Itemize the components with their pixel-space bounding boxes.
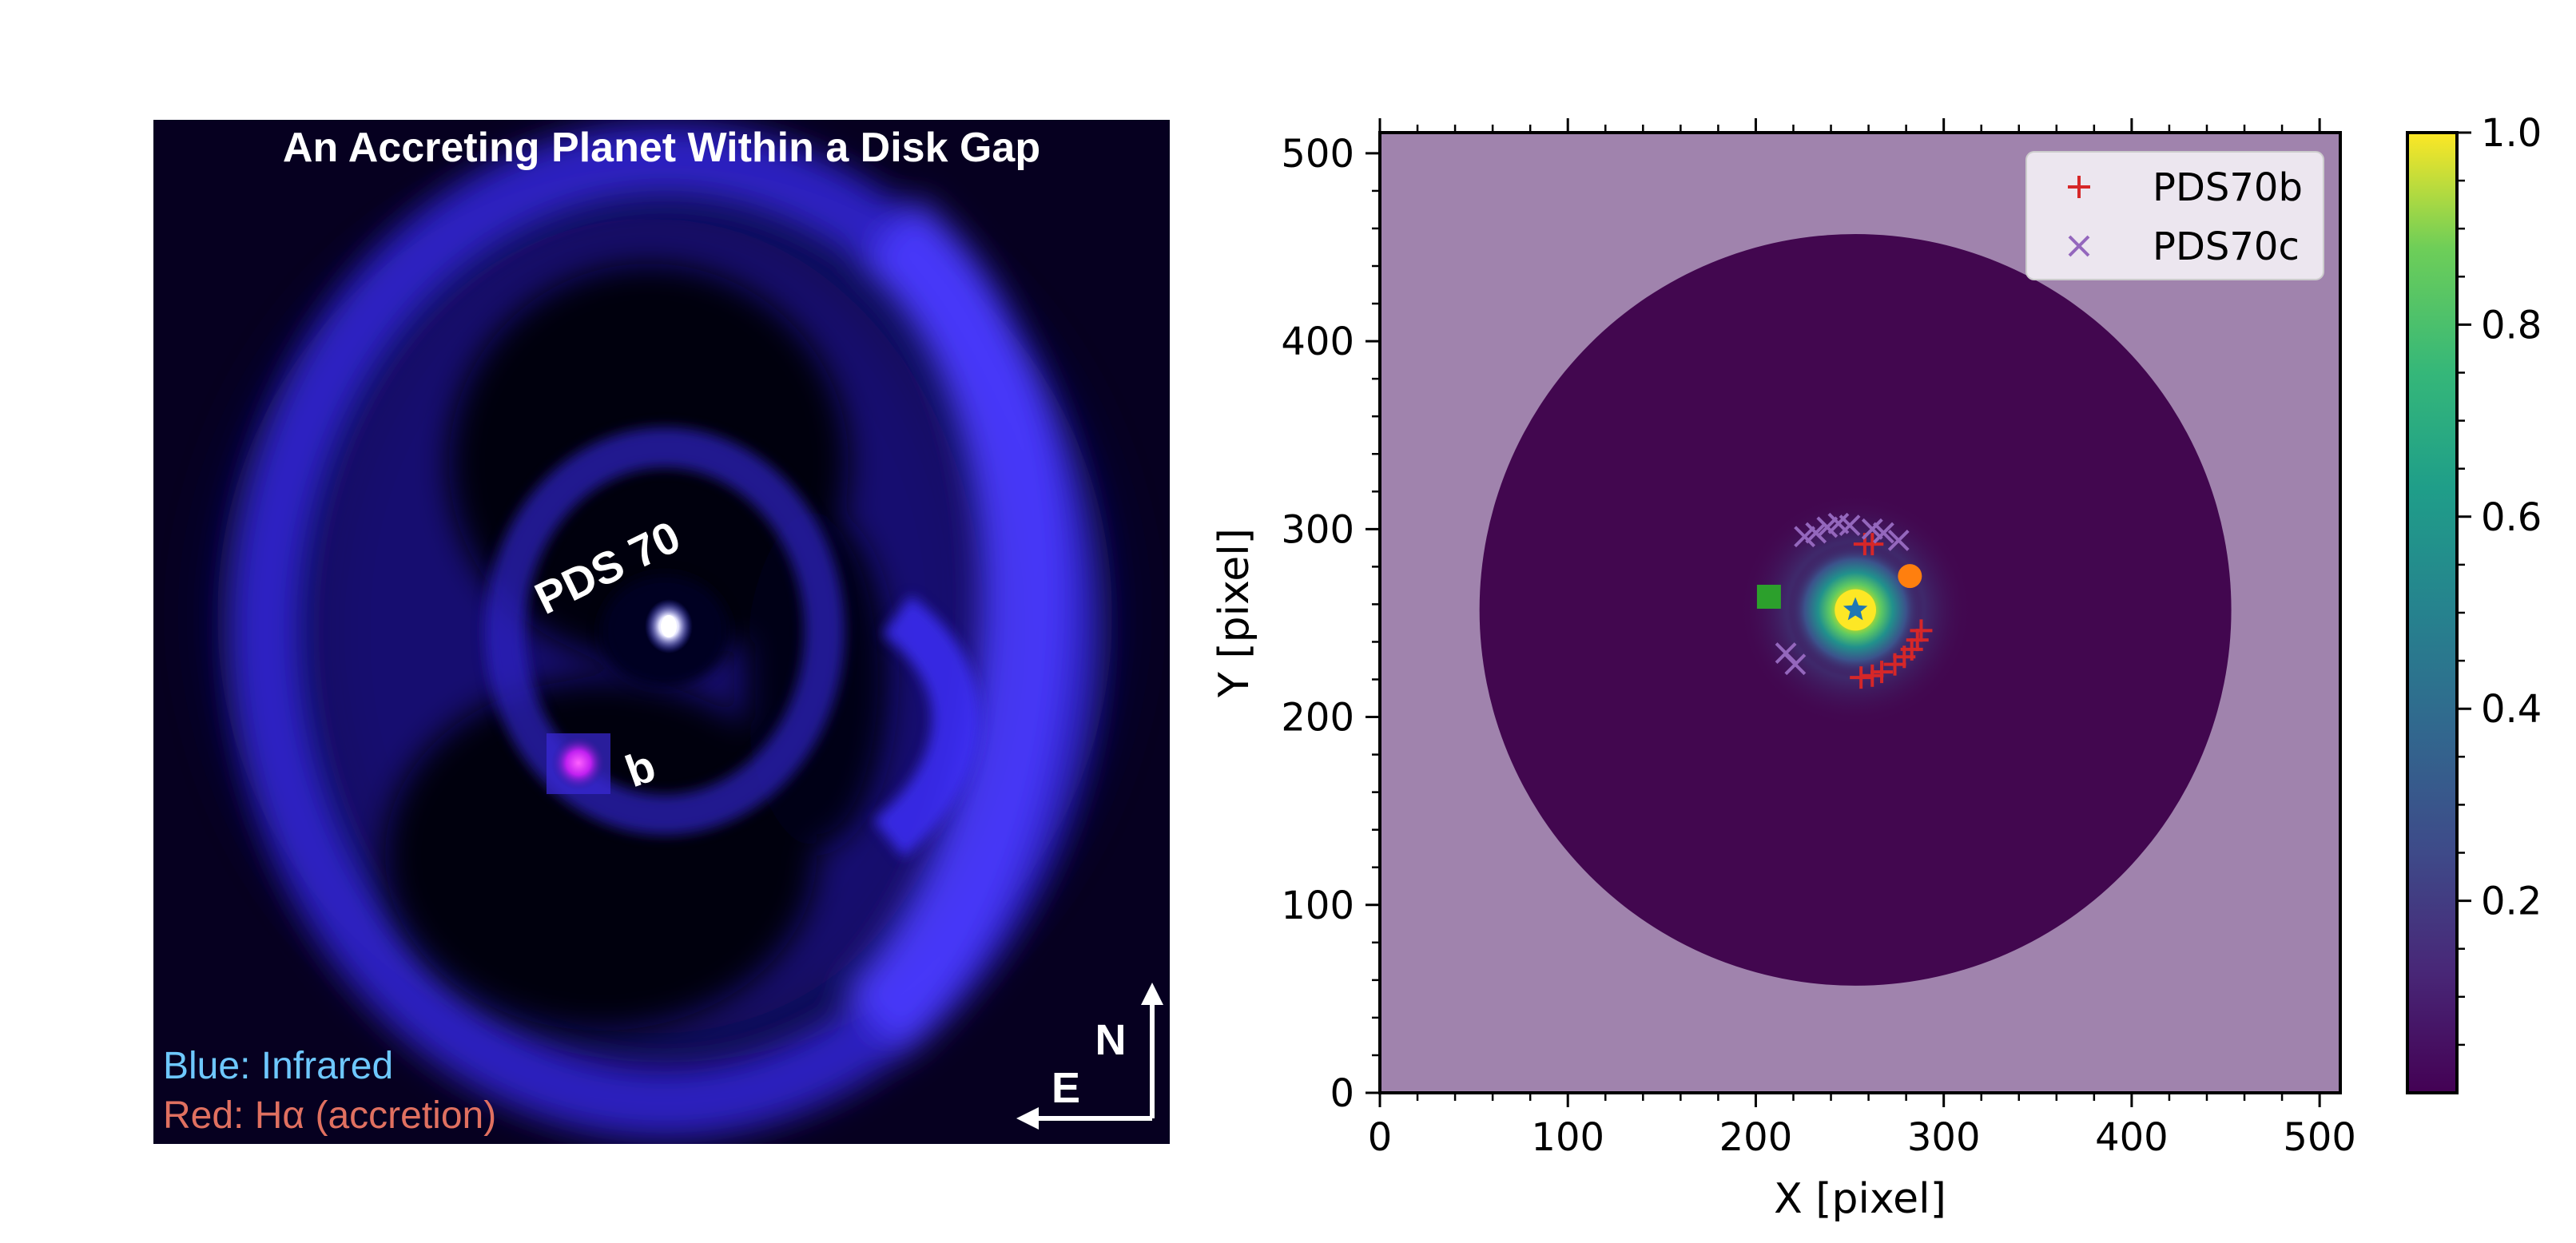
x-axis-label: X [pixel] bbox=[1774, 1175, 1946, 1223]
x-tick-label: 300 bbox=[1907, 1115, 1981, 1160]
star bbox=[661, 615, 677, 637]
y-axis-label: Y [pixel] bbox=[1210, 528, 1258, 698]
pds70c-point-b bbox=[1872, 522, 1894, 544]
east-arrowhead-icon bbox=[1016, 1107, 1039, 1130]
colorbar-tick-label: 0.4 bbox=[2481, 687, 2542, 732]
colorbar-tick-label: 0.8 bbox=[2481, 303, 2542, 347]
planet-b bbox=[551, 736, 606, 790]
pds70-image: An Accreting Planet Within a Disk Gap PD… bbox=[153, 120, 1170, 1144]
pds70c-point bbox=[1872, 522, 1894, 544]
pds70b-point bbox=[1900, 637, 1923, 661]
y-tick-label: 500 bbox=[1281, 132, 1354, 177]
x-tick-label: 100 bbox=[1531, 1115, 1604, 1160]
compass-east-label: E bbox=[1051, 1064, 1080, 1112]
legend-entry-pds70b: PDS70b bbox=[2153, 165, 2303, 210]
legend-red: Red: Hα (accretion) bbox=[163, 1094, 496, 1137]
y-tick-label: 400 bbox=[1281, 320, 1354, 364]
pds70c-point-b bbox=[1827, 512, 1850, 534]
square-marker bbox=[1756, 585, 1781, 610]
legend-marker-pds70c-b bbox=[2068, 235, 2090, 257]
y-tick-label: 300 bbox=[1281, 507, 1354, 552]
pds70b-point bbox=[1870, 661, 1894, 684]
colorbar-tick-label: 0.6 bbox=[2481, 495, 2542, 540]
pds70c-point bbox=[1887, 530, 1910, 551]
pds70b-point bbox=[1861, 533, 1884, 556]
image-title: An Accreting Planet Within a Disk Gap bbox=[283, 125, 1040, 171]
compass: N E bbox=[1016, 983, 1163, 1130]
pds70c-point-b bbox=[1805, 522, 1827, 544]
colorbar-tick-label: 1.0 bbox=[2481, 111, 2542, 156]
pds70c-point-b bbox=[1775, 642, 1797, 664]
legend-blue: Blue: Infrared bbox=[163, 1045, 393, 1087]
pds70b-point bbox=[1861, 664, 1884, 687]
pds70c-point bbox=[1805, 522, 1827, 544]
legend-marker-pds70c bbox=[2068, 235, 2090, 257]
series-pds70c bbox=[1775, 512, 1910, 676]
legend-marker-pds70b bbox=[2068, 176, 2090, 198]
pds70b-point bbox=[1906, 629, 1929, 652]
y-tick-label: 100 bbox=[1281, 884, 1354, 928]
pds70c-point bbox=[1839, 514, 1861, 537]
x-tick-label: 500 bbox=[2283, 1115, 2356, 1160]
compass-north-label: N bbox=[1095, 1016, 1127, 1064]
legend-entry-pds70c: PDS70c bbox=[2153, 224, 2300, 269]
pds70c-point bbox=[1784, 653, 1807, 676]
pds70c-point-b bbox=[1887, 530, 1910, 551]
circle-marker bbox=[1898, 564, 1922, 589]
star-marker bbox=[1843, 597, 1868, 621]
x-tick-label: 200 bbox=[1719, 1115, 1793, 1160]
y-tick-label: 200 bbox=[1281, 696, 1354, 741]
pds70c-point-b bbox=[1861, 518, 1883, 540]
north-arrowhead-icon bbox=[1141, 983, 1163, 1005]
pds70b-point bbox=[1850, 666, 1873, 689]
x-tick-label: 400 bbox=[2095, 1115, 2169, 1160]
legend-box bbox=[2025, 151, 2324, 280]
y-tick-label: 0 bbox=[1330, 1071, 1354, 1116]
x-tick-label: 0 bbox=[1368, 1115, 1393, 1160]
pds70b-point bbox=[1910, 619, 1933, 642]
pds70c-point-b bbox=[1839, 514, 1861, 537]
colorbar-tick-label: 0.2 bbox=[2481, 880, 2542, 924]
outer-disk-ring bbox=[229, 124, 1100, 1138]
pds70c-point-b bbox=[1784, 653, 1807, 676]
colorbar-gradient bbox=[2407, 133, 2457, 1093]
plot-frame bbox=[1378, 131, 2342, 1094]
